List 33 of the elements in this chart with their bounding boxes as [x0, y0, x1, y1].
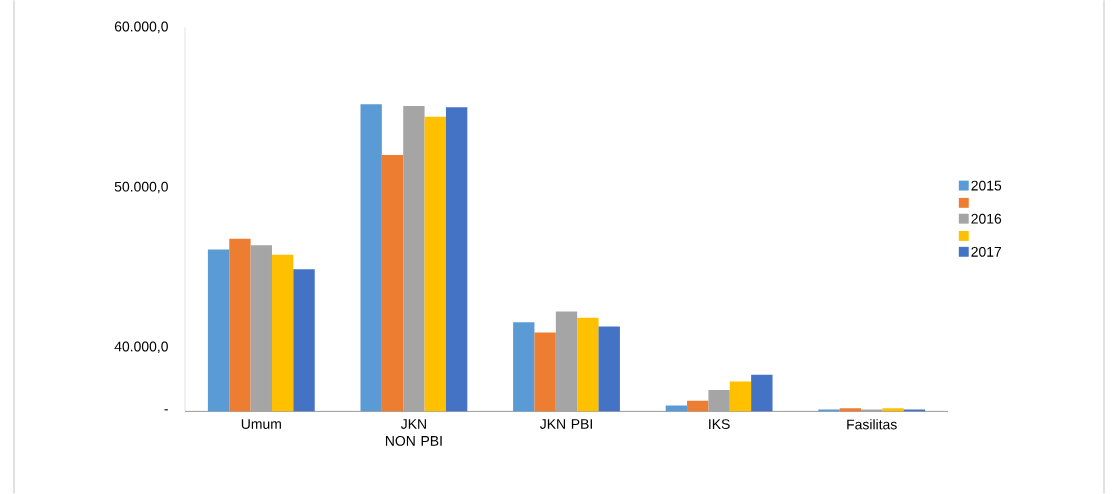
bar	[729, 381, 752, 412]
legend-label: 2015	[971, 180, 1002, 191]
bar	[882, 408, 904, 412]
bar	[403, 106, 425, 412]
bar	[293, 269, 315, 412]
bar	[207, 249, 230, 412]
bar	[381, 154, 404, 412]
bar	[360, 104, 382, 412]
x-tick-label: Umum	[241, 419, 281, 429]
text: -	[164, 409, 168, 411]
bar	[555, 311, 578, 412]
x-tick-label: Fasilitas	[847, 419, 897, 430]
x-tick-label: JKN PBI	[539, 419, 592, 429]
bar	[839, 408, 862, 412]
legend-label: 2017	[971, 246, 1002, 257]
x-tick-label: JKN NON PBI	[385, 419, 442, 446]
bar	[445, 107, 468, 412]
bar	[577, 317, 599, 412]
bar	[424, 116, 446, 412]
bar	[513, 322, 535, 412]
text: 60.000,0	[114, 21, 168, 34]
bar	[250, 245, 272, 412]
bar	[534, 332, 556, 412]
text: 40.000,0	[114, 341, 168, 354]
bar	[598, 326, 620, 412]
bar	[687, 400, 709, 412]
bar	[751, 374, 773, 412]
x-tick-label: IKS	[709, 419, 730, 430]
text: 50.000,0	[114, 181, 168, 194]
bar	[271, 254, 294, 412]
bar	[708, 389, 730, 412]
legend-label: 2016	[971, 213, 1002, 224]
bar	[229, 238, 251, 412]
